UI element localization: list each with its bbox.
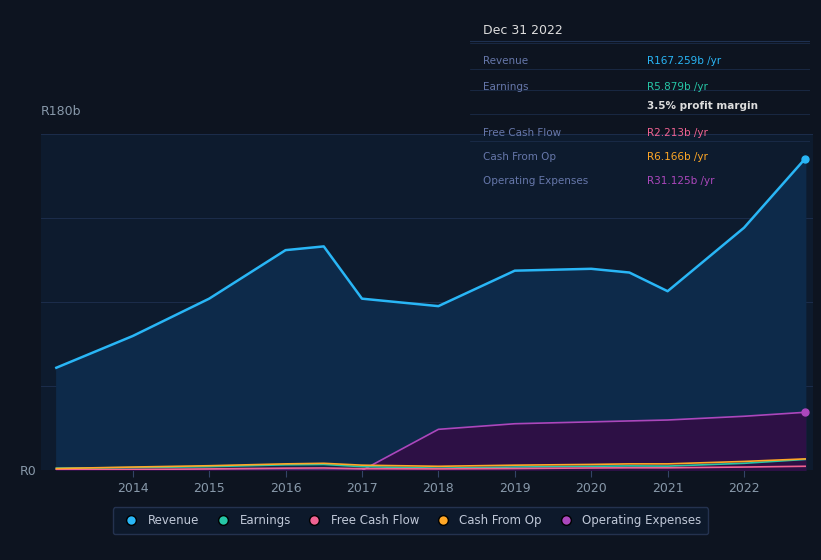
Text: Free Cash Flow: Free Cash Flow bbox=[484, 128, 562, 138]
Text: Earnings: Earnings bbox=[484, 82, 529, 92]
Text: R167.259b /yr: R167.259b /yr bbox=[647, 56, 721, 66]
Text: Operating Expenses: Operating Expenses bbox=[484, 176, 589, 186]
Text: R180b: R180b bbox=[41, 105, 81, 118]
Text: R5.879b /yr: R5.879b /yr bbox=[647, 82, 708, 92]
Legend: Revenue, Earnings, Free Cash Flow, Cash From Op, Operating Expenses: Revenue, Earnings, Free Cash Flow, Cash … bbox=[112, 507, 709, 534]
Text: Cash From Op: Cash From Op bbox=[484, 152, 557, 162]
Text: R2.213b /yr: R2.213b /yr bbox=[647, 128, 708, 138]
Text: R31.125b /yr: R31.125b /yr bbox=[647, 176, 714, 186]
Text: 3.5% profit margin: 3.5% profit margin bbox=[647, 101, 758, 111]
Text: Revenue: Revenue bbox=[484, 56, 529, 66]
Text: R6.166b /yr: R6.166b /yr bbox=[647, 152, 708, 162]
Text: Dec 31 2022: Dec 31 2022 bbox=[484, 24, 563, 38]
